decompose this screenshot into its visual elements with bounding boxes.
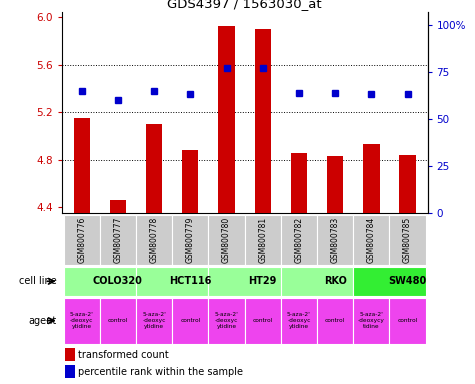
Bar <box>100 215 136 265</box>
Text: GSM800785: GSM800785 <box>403 217 412 263</box>
Bar <box>172 298 209 344</box>
Text: 5-aza-2'
-deoxyc
ytidine: 5-aza-2' -deoxyc ytidine <box>287 312 311 329</box>
Bar <box>353 267 426 296</box>
Bar <box>146 124 162 213</box>
Bar <box>136 298 172 344</box>
Text: percentile rank within the sample: percentile rank within the sample <box>78 367 243 377</box>
Bar <box>209 298 245 344</box>
Bar <box>291 152 307 213</box>
Bar <box>390 215 426 265</box>
Text: GSM800778: GSM800778 <box>150 217 159 263</box>
Bar <box>209 267 281 296</box>
Bar <box>255 29 271 213</box>
Bar <box>100 298 136 344</box>
Bar <box>66 348 75 361</box>
Text: control: control <box>108 318 128 323</box>
Text: 5-aza-2'
-deoxyc
ytidine: 5-aza-2' -deoxyc ytidine <box>70 312 94 329</box>
Bar <box>317 298 353 344</box>
Text: HT29: HT29 <box>248 276 277 286</box>
Bar <box>64 298 100 344</box>
Text: 5-aza-2'
-deoxyc
ytidine: 5-aza-2' -deoxyc ytidine <box>142 312 166 329</box>
Bar <box>64 267 136 296</box>
Bar <box>281 215 317 265</box>
Bar <box>390 298 426 344</box>
Bar <box>110 200 126 213</box>
Bar <box>399 155 416 213</box>
Bar <box>209 215 245 265</box>
Bar <box>74 118 90 213</box>
Bar <box>281 298 317 344</box>
Text: COLO320: COLO320 <box>93 276 143 286</box>
Text: 5-aza-2'
-deoxycy
tidine: 5-aza-2' -deoxycy tidine <box>358 312 385 329</box>
Title: GDS4397 / 1563030_at: GDS4397 / 1563030_at <box>167 0 322 10</box>
Bar <box>136 267 209 296</box>
Text: GSM800779: GSM800779 <box>186 217 195 263</box>
Bar <box>172 215 209 265</box>
Bar <box>327 156 343 213</box>
Text: GSM800784: GSM800784 <box>367 217 376 263</box>
Bar <box>245 298 281 344</box>
Bar <box>64 215 100 265</box>
Text: cell line: cell line <box>19 276 57 286</box>
Text: agent: agent <box>29 316 57 326</box>
Text: control: control <box>398 318 418 323</box>
Text: GSM800782: GSM800782 <box>294 217 304 263</box>
Text: 5-aza-2'
-deoxyc
ytidine: 5-aza-2' -deoxyc ytidine <box>215 312 238 329</box>
Bar <box>182 150 199 213</box>
Bar <box>66 365 75 379</box>
Bar <box>245 215 281 265</box>
Text: RKO: RKO <box>324 276 347 286</box>
Text: GSM800783: GSM800783 <box>331 217 340 263</box>
Bar <box>218 26 235 213</box>
Text: control: control <box>325 318 345 323</box>
Text: GSM800777: GSM800777 <box>114 217 123 263</box>
Text: SW480: SW480 <box>389 276 427 286</box>
Bar <box>136 215 172 265</box>
Text: GSM800781: GSM800781 <box>258 217 267 263</box>
Bar <box>363 144 380 213</box>
Text: transformed count: transformed count <box>78 349 169 359</box>
Text: control: control <box>180 318 200 323</box>
Bar <box>281 267 353 296</box>
Text: HCT116: HCT116 <box>169 276 211 286</box>
Bar <box>353 298 389 344</box>
Text: control: control <box>253 318 273 323</box>
Bar <box>353 215 389 265</box>
Bar <box>317 215 353 265</box>
Text: GSM800776: GSM800776 <box>77 217 86 263</box>
Text: GSM800780: GSM800780 <box>222 217 231 263</box>
